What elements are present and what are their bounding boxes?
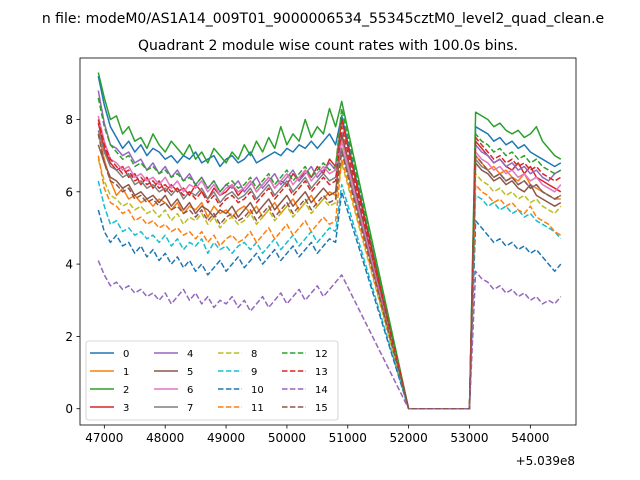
x-tick-label: 48000 — [146, 431, 184, 445]
series-line-9 — [97, 180, 562, 410]
figure-suptitle: n file: modeM0/AS1A14_009T01_9000006534_… — [42, 11, 604, 27]
series-line-8 — [97, 159, 562, 410]
series-line-15 — [97, 133, 562, 410]
x-tick-label: 49000 — [207, 431, 245, 445]
legend-label-11: 11 — [251, 403, 264, 414]
series-lines — [97, 72, 562, 410]
series-line-10 — [97, 191, 562, 410]
series-line-14 — [97, 260, 562, 410]
y-tick-label: 2 — [65, 330, 73, 344]
x-tick-label: 47000 — [85, 431, 123, 445]
plot-area — [97, 72, 562, 410]
legend-label-10: 10 — [251, 385, 264, 396]
chart-title: Quadrant 2 module wise count rates with … — [138, 38, 518, 54]
legend-label-5: 5 — [187, 367, 193, 378]
series-line-5 — [97, 133, 562, 410]
legend-label-6: 6 — [187, 385, 193, 396]
series-line-13 — [97, 119, 562, 410]
legend-label-2: 2 — [123, 385, 129, 396]
x-tick-label: 51000 — [329, 431, 367, 445]
x-tick-label: 54000 — [511, 431, 549, 445]
y-tick-label: 6 — [65, 185, 73, 199]
legend-label-8: 8 — [251, 349, 257, 360]
axes: 47000 48000 49000 50000 51000 52000 53000 54000… — [65, 57, 577, 445]
axes-frame — [79, 57, 577, 426]
y-tick-label: 0 — [65, 402, 73, 416]
legend-label-13: 13 — [315, 367, 328, 378]
legend-label-4: 4 — [187, 349, 193, 360]
series-line-12 — [97, 97, 562, 410]
series-line-2 — [97, 72, 562, 410]
series-line-6 — [97, 115, 562, 410]
legend-label-12: 12 — [315, 349, 328, 360]
x-axis-offset-label: +5.039e8 — [516, 454, 575, 468]
legend-label-9: 9 — [251, 367, 257, 378]
x-tick-label: 50000 — [268, 431, 306, 445]
series-line-11 — [97, 155, 562, 410]
legend-box — [85, 340, 339, 421]
legend-label-1: 1 — [123, 367, 129, 378]
y-tick-label: 4 — [65, 258, 73, 272]
series-line-0 — [97, 75, 562, 410]
legend-label-7: 7 — [187, 403, 193, 414]
y-tick-label: 8 — [65, 113, 73, 127]
legend-label-14: 14 — [315, 385, 328, 396]
series-line-4 — [97, 90, 562, 410]
x-tick-label: 52000 — [390, 431, 428, 445]
x-tick-label: 53000 — [450, 431, 488, 445]
legend-label-0: 0 — [123, 349, 129, 360]
legend-label-15: 15 — [315, 403, 328, 414]
legend-label-3: 3 — [123, 403, 129, 414]
